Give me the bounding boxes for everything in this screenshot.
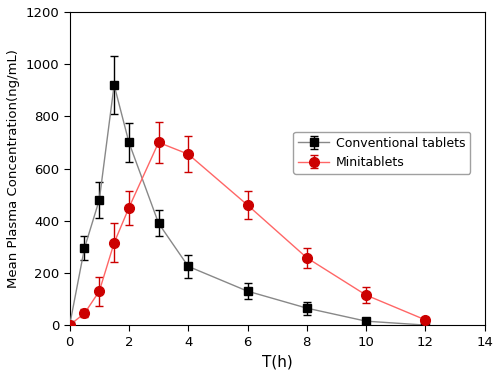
Y-axis label: Mean Plasma Concentration(ng/mL): Mean Plasma Concentration(ng/mL): [7, 49, 20, 288]
X-axis label: T(h): T(h): [262, 354, 292, 369]
Legend: Conventional tablets, Minitablets: Conventional tablets, Minitablets: [293, 132, 470, 174]
